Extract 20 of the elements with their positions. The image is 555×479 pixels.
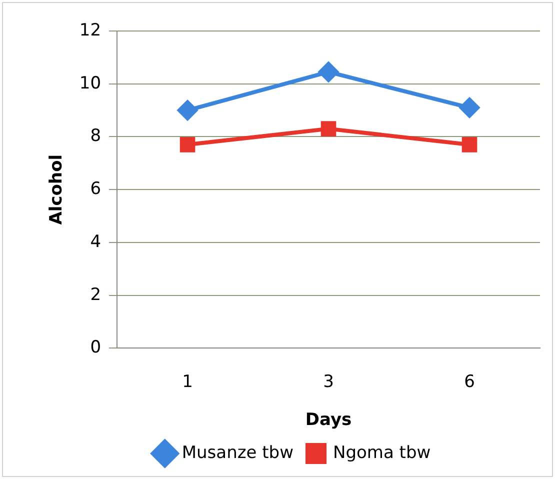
x-axis-title: Days	[305, 410, 352, 430]
point	[320, 121, 336, 136]
point	[318, 62, 339, 82]
y-tick-label: 6	[90, 179, 102, 200]
y-tick-label: 12	[79, 20, 102, 40]
y-tick-label: 4	[90, 232, 102, 252]
legend-label: Ngoma tbw	[332, 442, 431, 463]
y-tick-label: 0	[90, 338, 102, 358]
y-tick-label: 8	[90, 126, 102, 146]
x-tick-label: 6	[464, 372, 475, 392]
x-tick-label: 3	[323, 372, 334, 392]
point	[180, 137, 196, 152]
y-tick-label: 2	[90, 284, 102, 305]
y-tick-label: 10	[79, 73, 102, 94]
point	[178, 100, 198, 120]
point	[462, 137, 478, 152]
y-axis-title: Alcohol	[46, 154, 67, 225]
x-tick-label: 1	[182, 372, 193, 392]
point	[460, 98, 480, 118]
legend-label: Musanze tbw	[182, 442, 294, 463]
